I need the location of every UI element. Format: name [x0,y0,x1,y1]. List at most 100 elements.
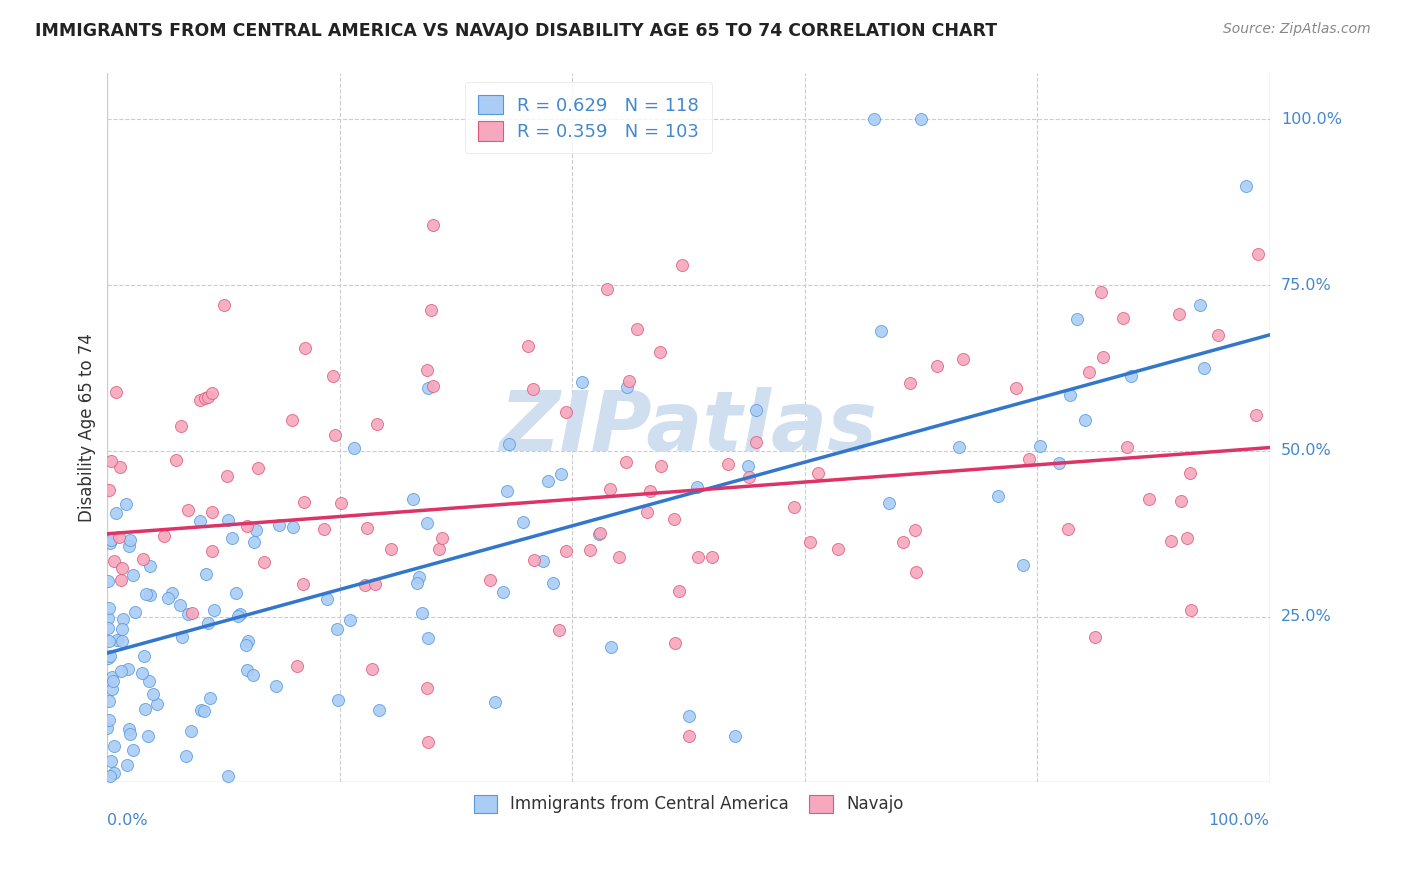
Point [353,578,375,592]
Point [422,379,444,393]
Point [1180,466,1202,480]
Point [636,505,658,519]
Point [898,376,921,390]
Point [280,413,302,427]
Point [294,341,316,355]
Point [799,535,821,549]
Point [326,692,349,706]
Point [339,613,361,627]
Point [1119,369,1142,384]
Point [138,674,160,689]
Point [194,391,217,405]
Point [1112,310,1135,325]
Point [548,623,571,637]
Point [550,467,572,482]
Point [616,380,638,394]
Point [291,576,314,591]
Point [198,690,221,705]
Point [668,584,690,599]
Point [415,363,437,377]
Point [242,667,264,681]
Point [242,535,264,549]
Point [153,529,176,543]
Point [322,369,344,384]
Point [326,622,349,636]
Point [165,452,187,467]
Point [103,554,125,568]
Point [1047,456,1070,470]
Point [228,609,250,624]
Point [512,515,534,529]
Point [638,483,661,498]
Point [98,536,121,550]
Point [100,754,122,768]
Point [910,112,932,127]
Point [1170,494,1192,508]
Point [1160,533,1182,548]
Point [987,489,1010,503]
Point [134,702,156,716]
Point [952,351,974,366]
Point [430,531,453,545]
Y-axis label: Disability Age 65 to 74: Disability Age 65 to 74 [79,334,96,522]
Point [1247,247,1270,261]
Point [1167,307,1189,321]
Point [626,322,648,336]
Point [247,460,270,475]
Point [411,606,433,620]
Point [724,729,747,743]
Point [495,484,517,499]
Point [419,302,441,317]
Point [343,442,366,456]
Point [1188,298,1211,312]
Point [599,482,621,496]
Point [662,512,685,526]
Point [194,567,217,582]
Text: 100.0%: 100.0% [1281,112,1341,127]
Point [112,612,135,626]
Point [110,573,132,587]
Point [201,543,224,558]
Point [169,598,191,612]
Point [702,549,724,564]
Point [614,455,637,469]
Point [498,436,520,450]
Point [98,600,121,615]
Point [101,670,124,684]
Point [97,651,120,665]
Point [100,769,122,783]
Point [543,575,565,590]
Point [522,382,544,396]
Point [554,544,576,558]
Point [877,496,900,510]
Point [121,743,143,757]
Point [245,524,267,538]
Point [177,503,200,517]
Point [366,417,388,431]
Point [157,591,180,605]
Point [904,565,927,579]
Point [117,539,139,553]
Point [368,703,391,717]
Point [484,695,506,709]
Point [131,665,153,680]
Point [578,543,600,558]
Point [870,325,893,339]
Point [745,403,768,417]
Point [1236,178,1258,193]
Point [188,514,211,528]
Point [1092,350,1115,364]
Point [105,632,128,647]
Text: 50.0%: 50.0% [1281,443,1331,458]
Point [737,459,759,474]
Point [101,674,124,689]
Point [1077,365,1099,379]
Point [100,453,122,467]
Point [287,659,309,673]
Point [891,535,914,549]
Point [1139,491,1161,506]
Point [177,607,200,621]
Point [292,494,315,508]
Point [596,282,619,296]
Point [554,405,576,419]
